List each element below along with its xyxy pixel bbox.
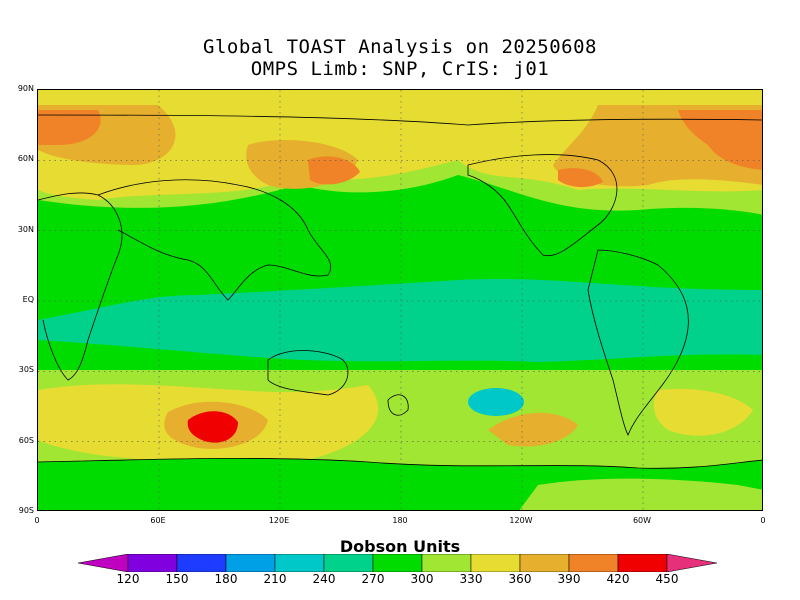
field-nh-red-canada bbox=[678, 110, 762, 170]
colorbar-label: 150 bbox=[165, 572, 189, 586]
colorbar-label: 120 bbox=[116, 572, 140, 586]
lat-label: 30N bbox=[17, 224, 34, 234]
lon-label: 0 bbox=[34, 516, 40, 525]
field-nh-red-japan bbox=[308, 156, 360, 185]
colorbar-segment-below bbox=[78, 554, 129, 572]
lat-label: 30S bbox=[18, 365, 34, 375]
colorbar-title: Dobson Units bbox=[339, 537, 461, 556]
lon-label: 120W bbox=[509, 516, 533, 525]
gridlines bbox=[38, 90, 762, 510]
lon-label: 120E bbox=[268, 516, 290, 525]
field-antarctic-pink bbox=[519, 478, 762, 510]
lon-label: 60W bbox=[632, 516, 652, 525]
chart-title: Global TOAST Analysis on 20250608 bbox=[203, 36, 597, 58]
colorbar-segment bbox=[225, 554, 276, 572]
field-sh-low bbox=[468, 388, 524, 416]
field-sh-yellow-atl bbox=[653, 388, 753, 436]
colorbar-segment bbox=[617, 554, 668, 572]
field-arctic bbox=[38, 90, 762, 108]
field-tropics-low bbox=[38, 279, 762, 362]
colorbar-segment-above bbox=[666, 554, 718, 572]
lat-label: 60S bbox=[18, 435, 34, 445]
colorbar-segment bbox=[421, 554, 472, 572]
colorbar-label: 210 bbox=[263, 572, 287, 586]
field-nh-green bbox=[38, 175, 762, 245]
lat-label: 90S bbox=[18, 506, 34, 515]
colorbar bbox=[78, 554, 718, 572]
colorbar-label: 330 bbox=[459, 572, 483, 586]
colorbar-label: 360 bbox=[508, 572, 532, 586]
lon-label: 60E bbox=[150, 516, 166, 525]
field-sh-red bbox=[187, 411, 238, 443]
colorbar-segment bbox=[127, 554, 178, 572]
colorbar-label: 390 bbox=[557, 572, 581, 586]
lat-label: 90N bbox=[17, 84, 34, 93]
colorbar-label: 420 bbox=[606, 572, 630, 586]
lat-label: 60N bbox=[17, 154, 34, 164]
colorbar-label: 240 bbox=[312, 572, 336, 586]
colorbar-segment bbox=[568, 554, 619, 572]
colorbar-segment bbox=[176, 554, 227, 572]
colorbar-segment bbox=[470, 554, 521, 572]
ozone-map-svg bbox=[38, 90, 762, 510]
coastlines bbox=[38, 114, 762, 469]
ozone-map bbox=[37, 89, 763, 511]
colorbar-label: 300 bbox=[410, 572, 434, 586]
lon-label: 0 bbox=[760, 516, 766, 525]
field-sh-orange-pac bbox=[488, 412, 578, 447]
colorbar-label: 270 bbox=[361, 572, 385, 586]
chart-subtitle: OMPS Limb: SNP, CrIS: j01 bbox=[250, 58, 550, 80]
lon-label: 180 bbox=[392, 516, 408, 525]
colorbar-segment bbox=[372, 554, 423, 572]
colorbar-label: 180 bbox=[214, 572, 238, 586]
colorbar-segment bbox=[519, 554, 570, 572]
field-nh-red-europe bbox=[38, 110, 101, 145]
colorbar-label: 450 bbox=[655, 572, 679, 586]
colorbar-segment bbox=[274, 554, 325, 572]
lat-label: EQ bbox=[22, 295, 34, 304]
field-pacific-red bbox=[558, 168, 603, 188]
colorbar-segment bbox=[323, 554, 374, 572]
